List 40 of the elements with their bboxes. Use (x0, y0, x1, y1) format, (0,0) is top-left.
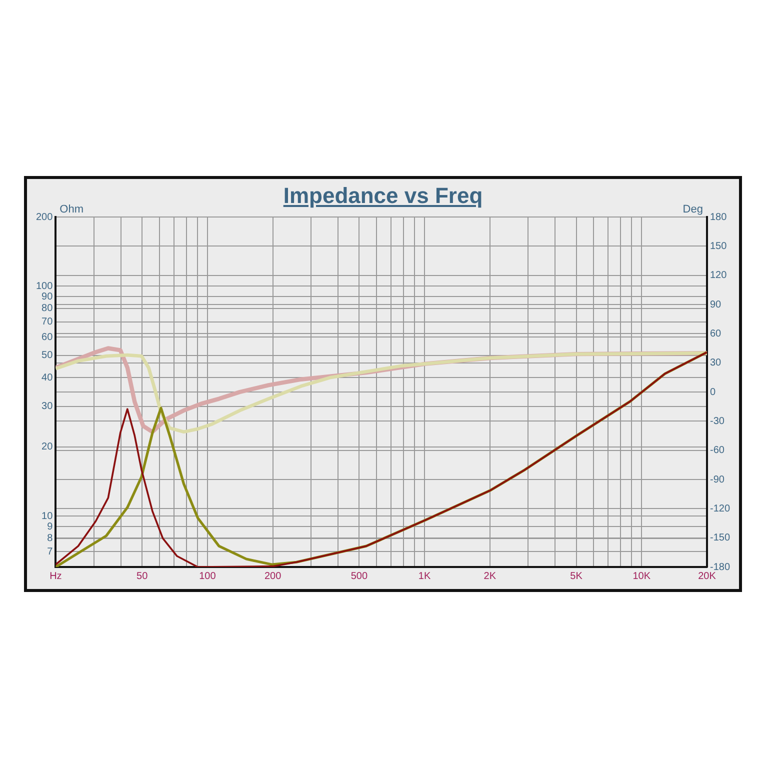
y2-tick-label: 30 (710, 358, 722, 369)
x-tick-label: 10K (632, 570, 651, 582)
y2-tick-label: -90 (710, 474, 725, 486)
y-tick-label: 50 (42, 350, 54, 362)
y2-tick-label: 120 (710, 270, 728, 282)
y2-tick-label: 0 (710, 386, 716, 398)
y2-tick-label: 90 (710, 299, 722, 310)
y-tick-label: 90 (42, 291, 54, 302)
x-tick-label: 50 (136, 570, 148, 582)
y-tick-label: 30 (42, 401, 54, 412)
y-axis-title: Ohm (60, 204, 84, 216)
y2-tick-label: 60 (710, 328, 722, 340)
x-tick-label: 20K (698, 570, 716, 582)
x-tick-label: 100 (199, 570, 216, 582)
y2-tick-label: -60 (710, 445, 725, 456)
y-tick-label: 10 (42, 510, 54, 522)
y-tick-label: 9 (47, 521, 54, 532)
x-tick-label: 5K (570, 570, 583, 582)
x-tick-label: Hz (50, 570, 62, 582)
x-tick-label: 200 (264, 570, 282, 582)
y-tick-label: 100 (36, 280, 54, 292)
y-tick-label: 8 (47, 533, 54, 544)
y-tick-label: 80 (42, 303, 54, 314)
chart-title: Impedance vs Freq (283, 183, 483, 208)
x-tick-label: 500 (350, 570, 368, 582)
y2-tick-label: -30 (710, 416, 725, 427)
y-tick-label: 20 (42, 442, 54, 453)
y2-tick-label: 180 (710, 212, 728, 223)
y-tick-label: 7 (47, 546, 54, 558)
y2-tick-label: 150 (710, 240, 728, 252)
y2-axis-title: Deg (682, 204, 703, 216)
y-tick-label: 40 (42, 372, 54, 384)
y-tick-label: 60 (42, 332, 54, 343)
y2-tick-label: -150 (710, 532, 730, 544)
y-tick-label: 200 (36, 212, 54, 223)
y-tick-label: 70 (42, 316, 54, 328)
x-tick-label: 1K (418, 570, 431, 582)
y2-tick-label: -180 (710, 562, 730, 573)
x-tick-label: 2K (484, 570, 496, 582)
y2-tick-label: -120 (710, 503, 730, 514)
